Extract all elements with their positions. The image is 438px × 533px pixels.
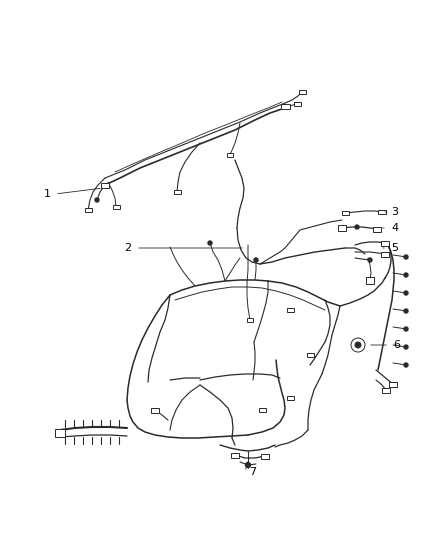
Bar: [151, 408, 159, 413]
Circle shape: [404, 273, 408, 277]
Bar: [280, 103, 290, 109]
Bar: [55, 429, 65, 437]
Bar: [338, 225, 346, 231]
Bar: [307, 353, 314, 357]
Circle shape: [404, 327, 408, 331]
Circle shape: [404, 309, 408, 313]
Bar: [286, 308, 293, 312]
Bar: [382, 387, 390, 392]
Bar: [113, 205, 120, 209]
Circle shape: [404, 363, 408, 367]
Text: 4: 4: [392, 223, 399, 233]
Circle shape: [355, 225, 359, 229]
Bar: [366, 277, 374, 284]
Bar: [389, 382, 397, 386]
Bar: [286, 396, 293, 400]
Circle shape: [254, 258, 258, 262]
Bar: [299, 90, 305, 94]
Bar: [261, 454, 269, 458]
Circle shape: [404, 291, 408, 295]
Circle shape: [208, 241, 212, 245]
Bar: [173, 190, 180, 194]
Bar: [342, 211, 349, 215]
Circle shape: [355, 342, 361, 348]
Bar: [247, 318, 253, 322]
Text: 2: 2: [124, 243, 131, 253]
Bar: [258, 408, 265, 412]
Circle shape: [368, 258, 372, 262]
Bar: [378, 210, 386, 214]
Text: 3: 3: [392, 207, 399, 217]
Bar: [381, 252, 389, 256]
Bar: [293, 102, 300, 106]
Circle shape: [404, 345, 408, 349]
Bar: [227, 153, 233, 157]
Text: 7: 7: [249, 467, 257, 477]
Bar: [101, 182, 109, 188]
Text: 1: 1: [43, 189, 50, 199]
Bar: [381, 240, 389, 246]
Circle shape: [95, 198, 99, 202]
Text: 6: 6: [393, 340, 400, 350]
Bar: [373, 227, 381, 231]
Circle shape: [404, 255, 408, 259]
Bar: [85, 208, 92, 212]
Text: 5: 5: [392, 243, 399, 253]
Circle shape: [246, 463, 251, 467]
Circle shape: [351, 338, 365, 352]
Bar: [231, 453, 239, 457]
